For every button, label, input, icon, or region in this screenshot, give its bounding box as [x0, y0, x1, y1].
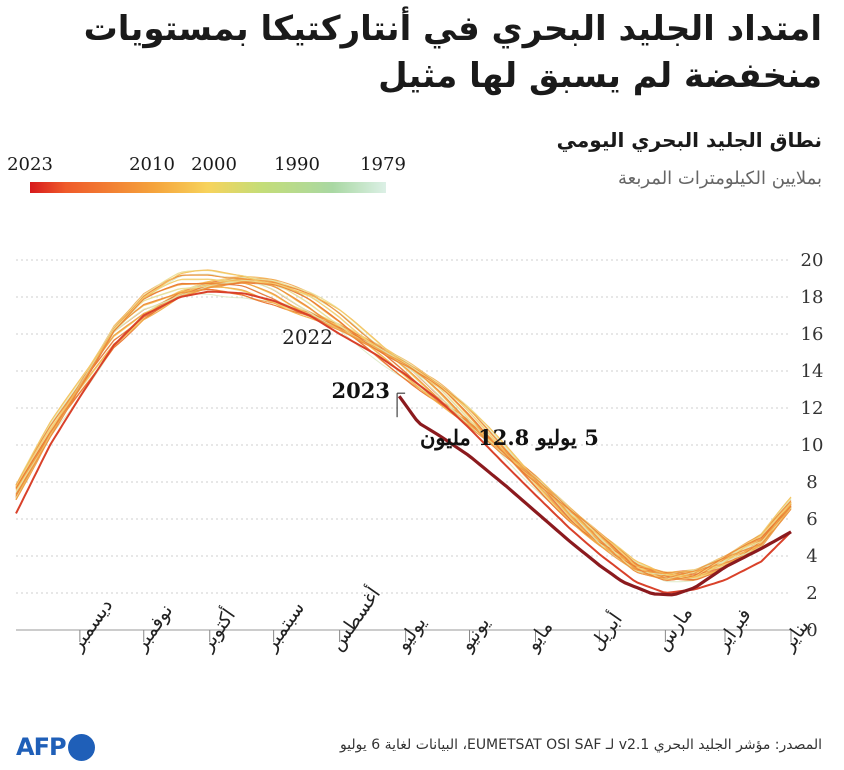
y-tick-label-16: 16	[801, 324, 824, 345]
year-line-43	[15, 281, 792, 579]
year-line-41	[15, 286, 792, 577]
month-label-8: أغسطس	[324, 582, 385, 655]
legend-year-1990: 1990	[274, 154, 320, 175]
month-label-4: أبريل	[584, 608, 627, 655]
year-line-35	[15, 289, 792, 581]
year-color-legend: 2023 2010 2000 1990 1979	[7, 152, 406, 202]
series-2022-line	[15, 290, 792, 594]
month-label-11: نوفمبر	[129, 600, 177, 656]
afp-logo: AFP	[16, 733, 95, 761]
y-tick-label-6: 6	[806, 509, 817, 530]
y-tick-label-2: 2	[806, 583, 817, 604]
y-tick-label-0: 0	[806, 620, 817, 641]
annotation-2022-label: 2022	[282, 325, 333, 349]
year-line-20	[15, 280, 792, 576]
year-line-42	[15, 282, 792, 575]
y-tick-label-14: 14	[801, 361, 824, 382]
year-line-28	[15, 273, 792, 579]
year-line-23	[15, 269, 792, 578]
year-line-17	[15, 274, 792, 580]
year-line-1	[15, 293, 792, 583]
y-tick-label-8: 8	[806, 472, 817, 493]
legend-gradient-bar	[30, 182, 386, 193]
year-line-39	[15, 278, 792, 581]
legend-year-2000: 2000	[191, 154, 237, 175]
year-line-34	[15, 274, 792, 580]
year-line-44	[15, 282, 792, 581]
y-tick-label-4: 4	[806, 546, 817, 567]
year-line-16	[15, 279, 792, 581]
month-label-6: يونيو	[455, 613, 494, 656]
y-tick-label-10: 10	[801, 435, 824, 456]
year-line-18	[15, 288, 792, 581]
unit-label: بملايين الكيلومترات المربعة	[618, 168, 822, 189]
source-note: المصدر: مؤشر الجليد البحري v2.1 لـ EUMET…	[339, 737, 822, 753]
year-line-3	[15, 279, 792, 575]
annotation-2023-value: 5 يوليو 12.8 مليون	[420, 425, 599, 451]
sea-ice-chart: 02468101214161820ينايرفبرايرمارسأبريلماي…	[15, 250, 824, 656]
year-line-37	[15, 280, 792, 576]
afp-logo-dot	[67, 733, 95, 761]
month-label-7: يوليو	[391, 612, 431, 655]
year-line-36	[15, 283, 792, 575]
year-line-15	[15, 278, 792, 577]
month-label-12: ديسمبر	[65, 595, 117, 656]
year-line-14	[15, 281, 792, 573]
year-line-7	[15, 288, 792, 582]
year-line-31	[15, 281, 792, 573]
year-line-22	[15, 278, 792, 581]
year-line-40	[15, 269, 792, 578]
legend-year-2010: 2010	[129, 154, 175, 175]
y-tick-label-12: 12	[801, 398, 824, 419]
month-label-5: مايو	[521, 617, 557, 656]
year-line-6	[15, 274, 792, 580]
year-line-38	[15, 279, 792, 580]
y-tick-label-18: 18	[801, 287, 824, 308]
chart-subtitle: نطاق الجليد البحري اليومي	[556, 128, 822, 152]
chart-title: امتداد الجليد البحري في أنتاركتيكا بمستو…	[83, 9, 822, 96]
annotation-2023-label: 2023	[332, 378, 390, 403]
month-label-3: مارس	[651, 603, 697, 655]
year-line-12	[15, 269, 792, 579]
series-2023-line	[397, 395, 792, 597]
year-line-11	[15, 278, 792, 581]
legend-year-1979: 1979	[360, 154, 406, 175]
year-line-29	[15, 270, 792, 579]
y-tick-label-20: 20	[801, 250, 824, 271]
month-label-9: سبتمبر	[259, 598, 309, 656]
afp-logo-text: AFP	[16, 733, 67, 761]
legend-year-2023: 2023	[7, 154, 53, 175]
year-line-33	[15, 278, 792, 581]
